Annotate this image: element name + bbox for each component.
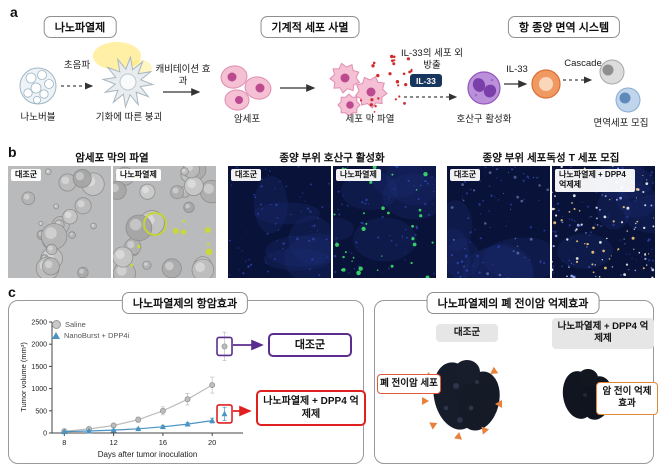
svg-text:1500: 1500 [31,364,47,371]
section-title-mechanical-death: 기계적 세포 사멸 [260,16,360,38]
section-title-nanoburst: 나노파열제 [43,16,117,38]
nanoburst-marker-icon [52,332,60,339]
svg-text:12: 12 [109,438,117,447]
group2-title: 종양 부위 호산구 활성화 [279,152,385,164]
immune-recruitment-label: 면역세포 모집 [593,118,649,129]
cancer-cells-label: 암세포 [233,114,261,125]
suppression-annotation: 암 전이 억제효과 [596,382,658,415]
cascade-label: Cascade [564,58,602,69]
legend-saline: Saline [52,320,129,329]
metastasis-annotation: 폐 전이암 세포 [377,374,441,395]
lung-treated-label: 나노파열제 + DPP4 억제제 [552,318,654,349]
legend-saline-label: Saline [65,320,86,329]
collapse-label: 기화에 따른 붕괴 [95,112,163,123]
svg-text:Days after tumor inoculation: Days after tumor inoculation [98,450,198,459]
panel-b-label: b [8,144,17,160]
legend-nanoburst-label: NanoBurst + DPP4i [64,331,130,340]
svg-text:0: 0 [43,431,47,438]
svg-text:2500: 2500 [31,320,47,327]
membrane-rupture-label: 세포 막 파열 [345,114,395,125]
control-lung-photo [433,360,500,431]
il33-particles-icon [359,54,413,113]
tumor-volume-chart: 0 500 1000 1500 2000 2500 8 12 16 20 Tumor volume … [19,320,243,459]
panel-a-label: a [10,4,18,20]
nanobubble-icon [19,67,57,105]
group3-title: 종양 부위 세포독성 T 세포 모집 [482,152,620,164]
mechanism-diagram [19,42,641,117]
svg-text:8: 8 [62,438,66,447]
cancer-cells-icon [220,65,272,111]
treated-callout: 나노파열제 + DPP4 억제제 [256,390,366,426]
il33-arrow-label: IL-33 [506,64,528,75]
immune-cells-icon [599,59,641,113]
metastasis-suppression-title: 나노파열제의 폐 전이암 억제효과 [426,292,600,314]
panel-c-label: c [8,284,16,300]
image-label: 대조군 [231,169,262,182]
antitumor-effect-title: 나노파열제의 항암효과 [121,292,249,314]
eosinophil-icon [467,71,501,105]
fluorescence-control: 대조군 [228,166,331,278]
eosinophil-label: 호산구 활성화 [456,114,512,125]
svg-text:20: 20 [208,438,216,447]
burst-icon [93,42,155,109]
antitumor-effect-box [8,300,364,464]
fluorescence-nanoburst: 나노파열제 [333,166,436,278]
svg-text:Tumor volume (mm³): Tumor volume (mm³) [19,342,28,412]
micrograph-control: 대조군 [8,166,111,278]
image-label: 나노파열제 [336,169,381,182]
section-title-antitumor-immunity: 항 종양 면역 시스템 [507,16,621,38]
svg-text:500: 500 [35,408,47,415]
lung-control-label: 대조군 [436,324,498,343]
activated-cell-icon [531,69,561,99]
cavitation-label: 캐비테이션 효과 [155,64,211,87]
svg-text:16: 16 [159,438,167,447]
group1-title: 암세포 막의 파열 [75,152,149,164]
image-label: 나노파열제 + DPP4 억제제 [555,169,635,192]
control-callout: 대조군 [268,333,352,358]
chart-legend: Saline NanoBurst + DPP4i [52,320,129,342]
saline-marker-icon [52,320,61,329]
nanobubble-label: 나노버블 [20,112,56,123]
il33-release-label: IL-33의 세포 외 방출 [401,48,463,71]
svg-text:2000: 2000 [31,342,47,349]
ruptured-cells-icon [329,54,413,117]
legend-nanoburst: NanoBurst + DPP4i [52,331,129,340]
tcell-control: 대조군 [447,166,550,278]
ultrasound-label: 초음파 [63,60,91,71]
micrograph-nanoburst: 나노파열제 [113,166,216,278]
il33-badge: IL-33 [410,74,442,87]
image-label: 대조군 [450,169,481,182]
image-label: 대조군 [11,169,42,182]
tcell-treated: 나노파열제 + DPP4 억제제 [552,166,655,278]
svg-text:1000: 1000 [31,386,47,393]
image-label: 나노파열제 [116,169,161,182]
